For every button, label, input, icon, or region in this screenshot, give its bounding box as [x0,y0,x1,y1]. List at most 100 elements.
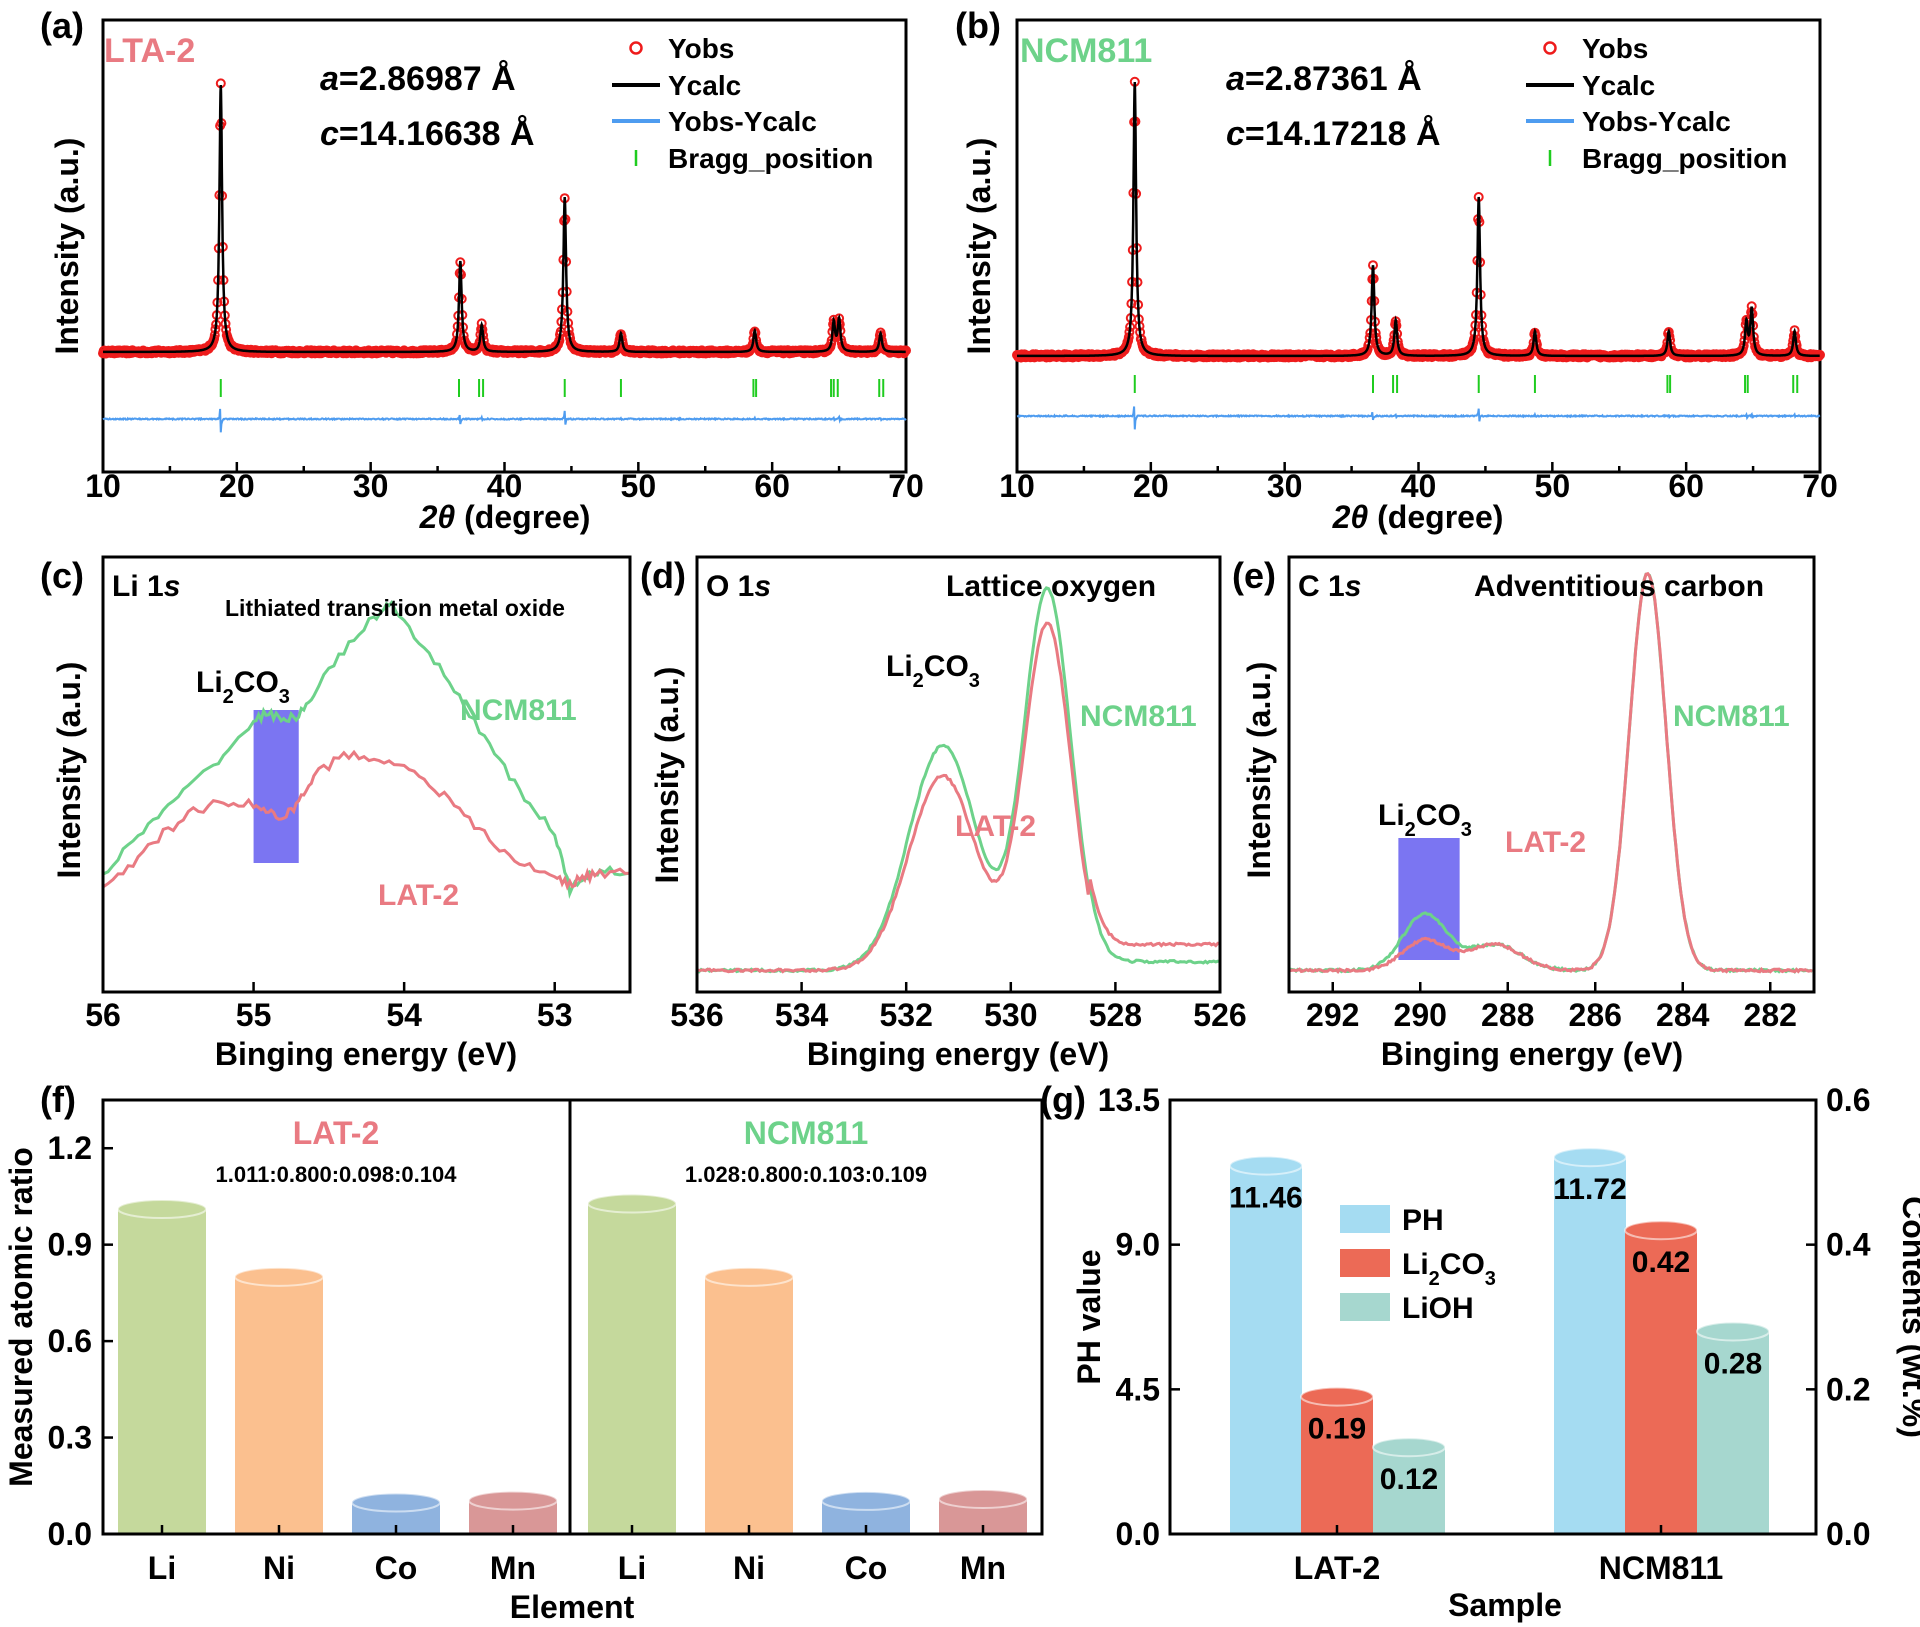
li2co3-band [253,710,299,863]
panel-a-label: (a) [40,5,84,46]
panel-b-label: (b) [955,5,1001,46]
x-tick-label: 284 [1656,997,1710,1033]
legend-li2co3: Li2CO3 [1402,1248,1496,1290]
title-main: O 1 [706,570,754,603]
legend-yobs-marker [1543,41,1557,55]
legend-bragg: Bragg_position [1582,143,1787,174]
title-main: Li 1 [112,570,164,603]
panel-f-x-axis: Li Ni Co Mn Li Ni Co Mn [148,1525,1006,1586]
legend-lioh-swatch [1340,1293,1390,1321]
panel-d-ylabel: Intensity (a.u.) [649,667,685,884]
panel-f-group1-name: LAT-2 [293,1115,380,1151]
x-tick-label: 54 [386,997,422,1033]
lattice-a-var: a [320,60,339,98]
bar-top-mn [468,1490,558,1511]
bar-top-li [587,1193,677,1214]
legend-yobs: Yobs [668,33,734,64]
x-tick-label: 288 [1481,997,1534,1033]
bar-top-li2co3 [1624,1220,1698,1241]
y-right-tick-label: 0.2 [1826,1371,1870,1407]
x-tick-label: 53 [537,997,573,1033]
ncm811-line [102,599,631,899]
panel-f-group1-ratio: 1.011:0.800:0.098:0.104 [216,1162,458,1187]
panel-b-ylabel: Intensity (a.u.) [961,138,997,355]
x-tick-label: 526 [1193,997,1246,1033]
xlabel-theta: 2θ [1332,499,1369,535]
panel-g-y-axes: 0.0 4.5 9.0 13.5 0.0 0.2 0.4 0.6 [1098,1082,1871,1552]
bar-top-lioh [1696,1321,1770,1342]
panel-c-band-label: Li2CO3 [196,666,290,708]
bar-li [118,1208,206,1534]
panel-f-group2-name: NCM811 [744,1115,869,1151]
panel-b: (b) 10 20 30 40 50 60 70 NCM811 a=2.87361 Å c=… [955,5,1838,535]
legend-diff: Yobs-Ycalc [1582,106,1731,137]
panel-b-sample-label: NCM811 [1020,32,1152,70]
x-tick-label: 290 [1394,997,1447,1033]
legend-li2co3-swatch [1340,1249,1390,1277]
panel-c-x-axis: 56 55 54 53 [85,982,573,1033]
x-tick-label: 534 [775,997,829,1033]
x-tick-label: 536 [670,997,723,1033]
lattice-c-value: =14.16638 Å [339,115,535,153]
legend-diff: Yobs-Ycalc [668,106,817,137]
y-right-tick-label: 0.0 [1826,1516,1870,1552]
y-left-tick-label: 0.0 [1116,1516,1160,1552]
panel-a-lattice-a: a=2.86987 Å [320,60,516,98]
panel-d-frame [695,555,1222,994]
lattice-a-var: a [1226,60,1245,98]
panel-e: (e) 292 290 288 286 284 282 C 1s Adventitious… [1232,555,1816,1072]
bar-top-ph [1229,1155,1303,1176]
panel-c-label: (c) [40,555,84,596]
bar-top-mn [938,1488,1028,1509]
x-tick-label: 70 [1802,468,1838,504]
bar-top-li2co3 [1300,1386,1374,1407]
panel-e-lat-label: LAT-2 [1505,826,1586,859]
y-tick-label: 0.9 [48,1227,92,1263]
panel-g-x-axis: LAT-2 NCM811 [1294,1525,1723,1586]
bar-top-lioh [1372,1437,1446,1458]
x-tick-label: Ni [733,1550,765,1586]
panel-b-plot-area [1012,76,1825,430]
y-tick-label: 0.3 [48,1420,92,1456]
x-tick-label: 70 [888,468,924,504]
difference-line [102,408,907,433]
panel-a-plot-area [98,78,911,433]
x-tick-label: Li [618,1550,646,1586]
x-tick-label: 40 [487,468,523,504]
panel-g-xlabel: Sample [1448,1587,1562,1623]
panel-a-sample-label: LTA-2 [104,32,195,70]
panel-g-legend: PH Li2CO3 LiOH [1340,1204,1496,1325]
panel-d-title: O 1s [706,570,771,603]
title-italic: s [164,570,181,603]
y-right-tick-label: 0.4 [1826,1227,1871,1263]
x-tick-label: Co [375,1550,418,1586]
panel-g-label: (g) [1040,1079,1086,1120]
legend-yobs: Yobs [1582,33,1648,64]
panel-e-band-label: Li2CO3 [1378,799,1472,841]
bar-value-label: 0.28 [1704,1347,1762,1380]
panel-e-x-axis: 292 290 288 286 284 282 [1306,982,1797,1033]
legend-lioh: LiOH [1402,1292,1474,1325]
x-tick-label: 56 [85,997,121,1033]
panel-e-plot-area [1288,571,1814,974]
x-tick-label: Mn [490,1550,536,1586]
x-tick-label: Ni [263,1550,295,1586]
panel-f-plot-area [117,1193,1028,1534]
panel-e-frame [1287,555,1816,994]
x-tick-label: 286 [1569,997,1622,1033]
difference-line [1016,406,1821,430]
panel-e-ncm-label: NCM811 [1673,700,1790,733]
panel-d-label: (d) [640,555,686,596]
x-tick-label: 50 [621,468,657,504]
panel-d-xlabel: Binging energy (eV) [807,1036,1109,1072]
x-tick-label: 40 [1401,468,1437,504]
panel-e-label: (e) [1232,555,1276,596]
panel-a-legend: Yobs Ycalc Yobs-Ycalc Bragg_position [612,33,873,174]
x-tick-label: 532 [880,997,933,1033]
legend-ph: PH [1402,1204,1444,1237]
panel-c-li2co3-band [253,710,299,863]
panel-b-lattice-c: c=14.17218 Å [1226,115,1441,153]
x-tick-label: Mn [960,1550,1006,1586]
xlabel-theta: 2θ [419,499,456,535]
bar-ni [235,1276,323,1534]
